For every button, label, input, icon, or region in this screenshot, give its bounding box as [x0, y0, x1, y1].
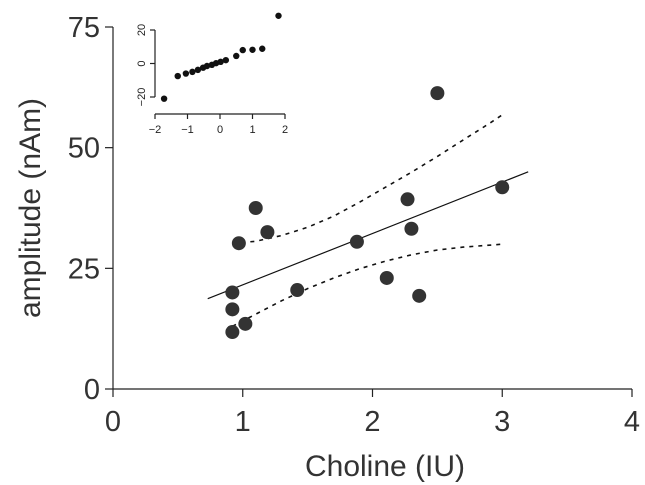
data-point [225, 285, 240, 300]
inset-data-point [182, 70, 190, 77]
inset-y-axis-ticks: −20 0 20 [136, 24, 155, 106]
inset-plot: −20 0 20 −2 −1 0 1 2 [136, 12, 288, 136]
inset-data-point [203, 62, 211, 70]
data-point [349, 234, 364, 249]
inset-data-point [275, 12, 282, 19]
data-point [290, 283, 305, 298]
regression-line-group [207, 171, 529, 300]
inset-data-point [160, 95, 168, 102]
inset-y-tick-label: −20 [136, 88, 148, 107]
inset-x-tick-label: 0 [217, 124, 223, 136]
inset-x-tick-label: 1 [249, 124, 255, 136]
inset-x-axis-ticks: −2 −1 0 1 2 [149, 114, 288, 136]
data-point [225, 302, 240, 317]
inset-data-point [249, 46, 256, 53]
x-tick-label: 0 [105, 406, 121, 438]
inset-data-points [160, 12, 282, 102]
inset-x-tick-label: 2 [282, 124, 288, 136]
data-point [238, 316, 253, 331]
inset-y-tick-label: 20 [136, 24, 148, 36]
x-tick-label: 4 [624, 406, 640, 438]
y-axis-ticks: 0 25 50 75 [68, 12, 113, 406]
data-point [495, 180, 510, 195]
inset-data-point [174, 72, 181, 80]
data-point [412, 288, 427, 303]
y-tick-label: 50 [68, 133, 100, 165]
y-axis-title: amplitude (nAm) [14, 98, 47, 318]
inset-y-tick-label: 0 [136, 60, 148, 66]
data-point [231, 236, 246, 251]
data-point [404, 221, 419, 236]
data-point [400, 192, 415, 207]
data-point [430, 86, 445, 101]
y-tick-label: 0 [84, 374, 100, 406]
inset-x-tick-label: −1 [181, 124, 194, 136]
data-point [225, 325, 240, 340]
inset-data-point [189, 68, 196, 76]
ci-lower-curve [232, 243, 503, 328]
data-point [248, 201, 263, 215]
inset-data-point [194, 66, 202, 74]
confidence-band [232, 114, 503, 328]
inset-data-point [239, 46, 246, 54]
y-tick-label: 75 [68, 12, 100, 44]
data-points [225, 86, 510, 340]
data-point [260, 225, 275, 240]
ci-upper-curve [232, 114, 503, 244]
inset-x-tick-label: −2 [149, 124, 162, 136]
regression-line [207, 171, 529, 300]
x-tick-label: 2 [364, 406, 380, 438]
inset-data-point [217, 58, 224, 66]
y-tick-label: 25 [68, 253, 100, 285]
x-axis-title: Choline (IU) [305, 450, 465, 483]
inset-data-point [259, 45, 266, 52]
inset-data-point [222, 56, 230, 64]
inset-data-point [233, 52, 240, 60]
data-point [379, 270, 394, 285]
x-tick-label: 1 [235, 406, 251, 438]
x-axis-ticks: 0 1 2 3 4 [105, 389, 640, 438]
x-tick-label: 3 [494, 406, 510, 438]
